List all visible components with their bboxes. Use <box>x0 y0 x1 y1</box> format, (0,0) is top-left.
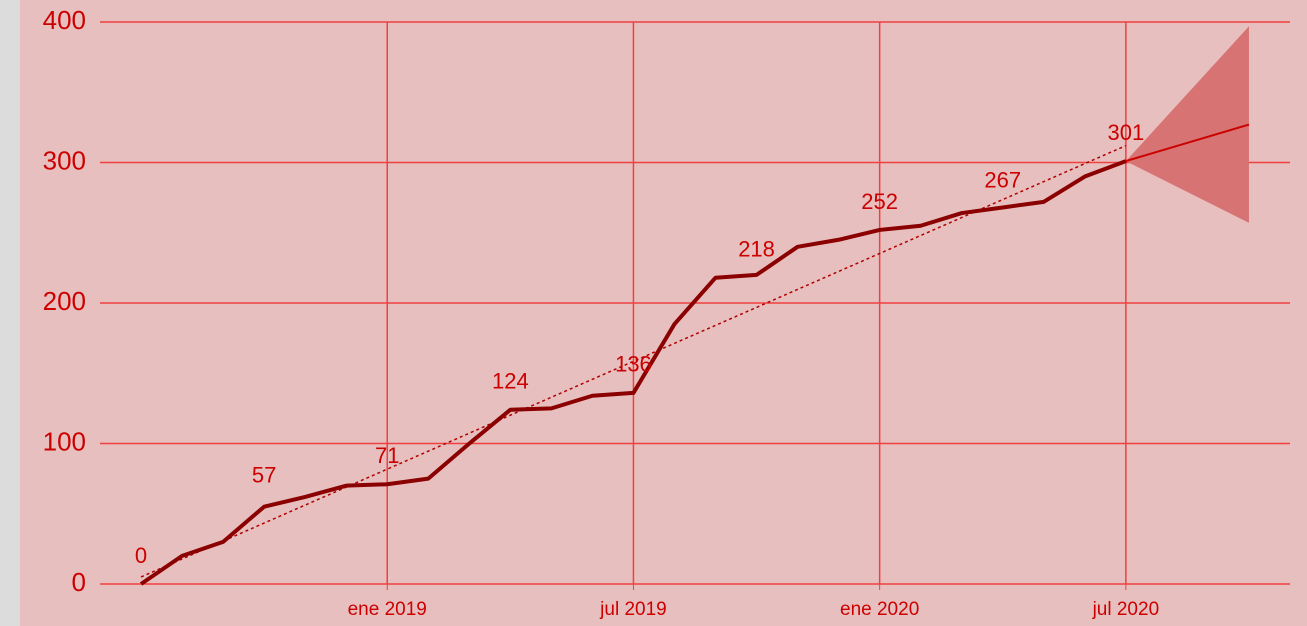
point-label: 136 <box>615 352 652 377</box>
point-label: 71 <box>375 443 399 468</box>
point-label: 267 <box>984 168 1021 193</box>
point-label: 124 <box>492 369 529 394</box>
forecast-line <box>1125 123 1250 163</box>
forecast-band <box>1125 26 1249 223</box>
y-tick-label: 0 <box>72 567 86 597</box>
x-tick-label: ene 2020 <box>840 599 919 620</box>
point-label: 301 <box>1108 120 1145 145</box>
y-tick-label: 400 <box>43 5 86 35</box>
data-line <box>139 159 1127 586</box>
y-tick-label: 200 <box>43 286 86 316</box>
point-label: 0 <box>135 543 147 568</box>
x-tick-label: jul 2020 <box>1092 599 1160 620</box>
x-tick-label: jul 2019 <box>599 599 667 620</box>
point-label: 218 <box>738 237 775 262</box>
trend-line <box>140 144 1127 578</box>
point-label: 252 <box>861 189 898 214</box>
side-strip <box>0 0 20 626</box>
y-tick-label: 300 <box>43 145 86 175</box>
y-tick-label: 100 <box>43 426 86 456</box>
point-label: 57 <box>252 463 276 488</box>
x-tick-label: ene 2019 <box>348 599 427 620</box>
